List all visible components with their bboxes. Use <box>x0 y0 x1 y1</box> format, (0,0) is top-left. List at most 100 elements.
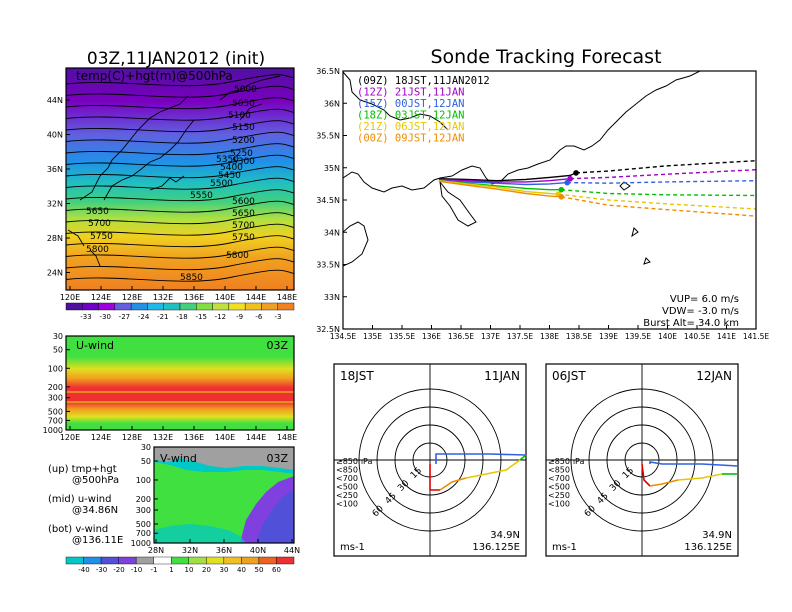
lon-tick-label: 139E <box>599 332 618 341</box>
pressure-tick-label: 500 <box>136 520 151 529</box>
colorbar-label: -18 <box>176 313 187 321</box>
lon-tick-label: 141E <box>717 332 736 341</box>
level-legend: <500 <box>548 483 570 492</box>
colorbar-label: -10 <box>131 566 142 574</box>
lat-tick-label: 33N <box>324 293 340 302</box>
lon-tick-label: 135E <box>363 332 382 341</box>
contour-label: 5700 <box>88 219 111 229</box>
v-label: V-wind <box>160 452 197 465</box>
lon-tick-label: 128E <box>122 293 142 302</box>
lon-tick-label: 136E <box>184 293 204 302</box>
lat-tick-label: 36N <box>47 165 63 174</box>
v-gray-region <box>154 447 294 470</box>
colorbar-label: -12 <box>215 313 226 321</box>
hodograph-segment <box>465 459 521 479</box>
colorbar-label: -1 <box>151 566 158 574</box>
lon-tick-label: 120E <box>60 433 80 442</box>
burst-point <box>558 193 565 200</box>
track-lines <box>438 160 756 217</box>
burst-point <box>558 186 565 193</box>
colorbar-label: -33 <box>80 313 91 321</box>
pressure-tick-label: 50 <box>141 457 151 466</box>
contour-label: 5300 <box>232 157 255 167</box>
polar-left: 18JST 11JAN 34.9N 136.125E ms-1 15304560… <box>333 363 527 557</box>
legend-mid-1: (mid) u-wind <box>48 494 111 505</box>
legend-up-1: (up) tmp+hgt <box>48 464 117 475</box>
colorbar-label: -27 <box>119 313 130 321</box>
top-lon-ticks: 120E 124E 128E 132E 136E 140E 144E 148E <box>60 286 297 302</box>
lon-tick-label: 138E <box>540 332 559 341</box>
colorbar-swatch <box>147 302 164 311</box>
polar-left-unit: ms-1 <box>340 542 365 553</box>
colorbar-swatch <box>65 556 84 565</box>
lat-tick-label: 24N <box>47 269 63 278</box>
track-panel: (09Z) 18JST,11JAN2012(12Z) 21JST,11JAN(1… <box>316 67 769 341</box>
lat-tick-label: 44N <box>47 96 63 105</box>
colorbar-label: 60 <box>272 566 281 574</box>
burst-point <box>573 170 579 176</box>
colorbar-swatch <box>261 302 278 311</box>
pressure-tick-label: 100 <box>48 364 63 373</box>
contour-label: 5250 <box>230 149 253 159</box>
lat-tick-label: 35.5N <box>316 132 340 141</box>
lon-tick-label: 140E <box>658 332 677 341</box>
colorbar-label: -30 <box>99 313 110 321</box>
lon-tick-label: 132E <box>153 433 173 442</box>
colorbar-swatch <box>163 302 181 311</box>
lat-tick-label: 36N <box>216 546 232 555</box>
contour-label: 5750 <box>90 232 113 242</box>
info-vup: VUP= 6.0 m/s <box>670 294 739 305</box>
polar-right-date: 12JAN <box>696 369 732 383</box>
pressure-tick-label: 300 <box>48 394 63 403</box>
u-time: 03Z <box>266 339 288 352</box>
lat-tick-label: 40N <box>250 546 266 555</box>
polar-right: 06JST 12JAN 34.9N 136.125E ms-1 15304560… <box>545 363 739 557</box>
colorbar-swatch <box>171 556 189 565</box>
height-contour <box>65 269 295 282</box>
contour-label: 5100 <box>228 111 251 121</box>
top-lat-ticks: 44N 40N 36N 32N 28N 24N <box>47 96 70 278</box>
contour-label: 5450 <box>218 171 241 181</box>
track-line-dashed <box>575 160 756 174</box>
lon-tick-label: 137E <box>481 332 500 341</box>
track-legend: (09Z) 18JST,11JAN2012(12Z) 21JST,11JAN(1… <box>357 75 490 145</box>
lat-tick-label: 40N <box>47 131 63 140</box>
track-line <box>438 172 577 182</box>
colorbar-label: -3 <box>275 313 282 321</box>
v-lat-ticks: 28N 32N 36N 40N 44N <box>148 539 300 555</box>
v-time: 03Z <box>266 452 288 465</box>
colorbar-swatch <box>276 556 295 565</box>
height-contour <box>65 246 295 259</box>
height-contour <box>65 120 295 133</box>
contour-label: 5650 <box>86 207 109 217</box>
lon-tick-label: 137.5E <box>507 332 533 341</box>
lon-tick-label: 124E <box>91 293 111 302</box>
burst-point <box>567 175 573 182</box>
lon-tick-label: 144E <box>246 433 266 442</box>
polar-left-lat: 34.9N <box>490 530 520 541</box>
track-line <box>438 178 571 183</box>
colorbar-swatch <box>223 556 242 565</box>
info-burst: Burst Alt= 34.0 km <box>643 318 739 329</box>
v-colorbar: -40 -30 -20 -10 -1 1 10 20 30 40 50 60 <box>65 556 295 574</box>
polar-right-time: 06JST <box>552 369 586 383</box>
colorbar-swatch <box>196 302 213 311</box>
hodograph-segment <box>649 461 739 467</box>
contour-label: 5750 <box>232 233 255 243</box>
main-title: Sonde Tracking Forecast <box>430 46 661 68</box>
height-contour <box>65 258 295 271</box>
contour-labels: 5000 5050 5100 5150 5200 52505300535054005450… <box>86 85 257 283</box>
lat-tick-label: 34.5N <box>316 196 340 205</box>
lat-tick-label: 32.5N <box>316 325 340 334</box>
polar-left-lon: 136.125E <box>472 542 520 553</box>
colorbar-label: 30 <box>220 566 229 574</box>
height-contour <box>65 200 295 213</box>
track-line <box>438 180 562 198</box>
contour-label: 5600 <box>232 197 255 207</box>
colorbar-swatch <box>114 302 132 311</box>
colorbar-swatch <box>244 302 262 311</box>
level-legend: <250 <box>548 491 570 500</box>
contour-label: 5350 <box>216 155 239 165</box>
